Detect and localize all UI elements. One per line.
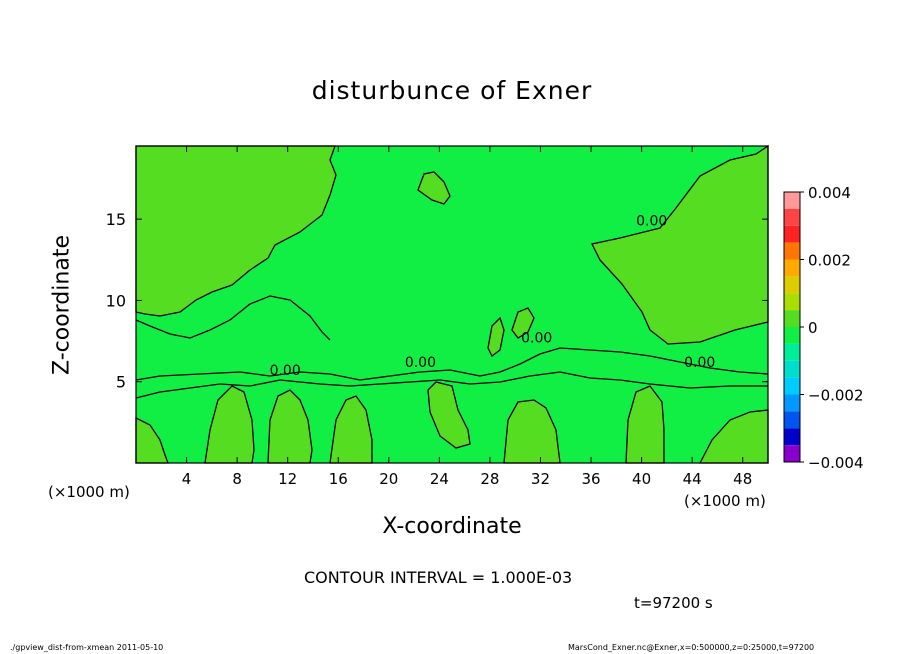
y-tick-label-10: 10	[106, 291, 126, 310]
contour-main-lower	[135, 371, 768, 399]
colorbar-level-6	[784, 293, 800, 311]
region-lower-right	[700, 410, 768, 463]
x-tick-label-28: 28	[480, 470, 499, 488]
region-column-2	[268, 390, 312, 463]
contour-label-0: 0.00	[636, 214, 667, 230]
colorbar-level-14	[784, 428, 800, 446]
colorbar-level-0	[784, 192, 800, 209]
x-tick-label-8: 8	[232, 470, 242, 488]
x-tick-label-24: 24	[430, 470, 449, 488]
x-unit-label-right: (×1000 m)	[684, 492, 766, 510]
region-blob-1-contour	[417, 171, 451, 205]
colorbar-level-12	[784, 394, 800, 412]
colorbar-level-10	[784, 360, 800, 378]
region-column-5	[626, 386, 664, 463]
x-tick-label-32: 32	[531, 470, 550, 488]
plot-area: 0.00 0.00 0.00 0.00 0.00	[135, 144, 769, 464]
region-upper-left	[136, 146, 336, 316]
contour-labels: 0.00 0.00 0.00 0.00 0.00	[270, 214, 716, 380]
contour-main-middle	[135, 347, 769, 381]
region-blob-3-contour	[487, 316, 505, 357]
x-tick-label-44: 44	[683, 470, 702, 488]
region-column-3-contour	[329, 395, 373, 464]
region-column-4-contour	[503, 399, 561, 464]
x-tick-label-16: 16	[329, 470, 348, 488]
colorbar-tick-label-2: 0	[808, 319, 818, 337]
region-lower-left	[136, 418, 168, 463]
x-axis: 4 8 12 16 20 24 28 32 36 40 44 48	[182, 146, 752, 488]
colorbar-level-1	[784, 208, 800, 226]
colorbar-level-5	[784, 276, 800, 294]
region-column-1-contour	[204, 385, 255, 464]
y-axis: 5 10 15	[106, 210, 768, 392]
colorbar-tick-label-3: −0.002	[808, 387, 864, 405]
x-tick-label-48: 48	[733, 470, 752, 488]
chart-title: disturbunce of Exner	[311, 76, 593, 105]
x-tick-label-36: 36	[581, 470, 600, 488]
region-column-2-contour	[267, 389, 313, 464]
region-pocket-contour	[427, 381, 471, 449]
colorbar-tick-label-4: −0.004	[808, 454, 864, 472]
x-tick-label-4: 4	[182, 470, 192, 488]
contour-mid-left	[135, 295, 331, 341]
colorbar-tick-label-0: 0.004	[808, 184, 851, 202]
colorbar-level-15	[784, 445, 800, 462]
x-unit-label-left: (×1000 m)	[48, 483, 130, 501]
region-column-5-contour	[625, 385, 665, 464]
colorbar-tick-label-1: 0.002	[808, 252, 851, 270]
colorbar-level-8	[784, 327, 800, 344]
colorbar-level-2	[784, 225, 800, 243]
time-label: t=97200 s	[634, 594, 713, 612]
contour-label-2: 0.00	[270, 363, 301, 379]
x-tick-label-40: 40	[632, 470, 651, 488]
contour-label-1: 0.00	[405, 355, 436, 371]
region-column-3	[330, 396, 372, 463]
colorbar-level-3	[784, 242, 800, 260]
y-tick-label-15: 15	[106, 210, 126, 229]
y-axis-label: Z-coordinate	[49, 235, 75, 375]
colorbar-level-9	[784, 343, 800, 361]
colorbar-level-7	[784, 310, 800, 327]
contour-label-4: 0.00	[684, 355, 715, 371]
footer-left: ./gpview_dist-from-xmean 2011-05-10	[10, 643, 164, 652]
colorbar-level-13	[784, 411, 800, 429]
region-upper-left-contour	[135, 145, 337, 317]
x-tick-label-12: 12	[278, 470, 297, 488]
region-column-4	[504, 400, 560, 463]
contour-lines	[135, 144, 769, 464]
footer-right: MarsCond_Exner.nc@Exner,x=0:500000,z=0:2…	[568, 643, 815, 652]
region-upper-right	[592, 146, 768, 344]
contour-interval-note: CONTOUR INTERVAL = 1.000E-03	[304, 568, 573, 587]
y-tick-label-5: 5	[116, 373, 126, 392]
colorbar-level-11	[784, 377, 800, 395]
x-axis-label: X-coordinate	[382, 514, 522, 539]
colorbar: 0.004 0.002 0 −0.002 −0.004	[783, 184, 864, 472]
region-blob-2-contour	[511, 307, 535, 339]
region-upper-right-contour	[591, 144, 769, 345]
contour-label-3: 0.00	[521, 331, 552, 347]
plot-frame	[135, 145, 769, 464]
x-tick-label-20: 20	[379, 470, 398, 488]
colorbar-level-4	[784, 259, 800, 277]
